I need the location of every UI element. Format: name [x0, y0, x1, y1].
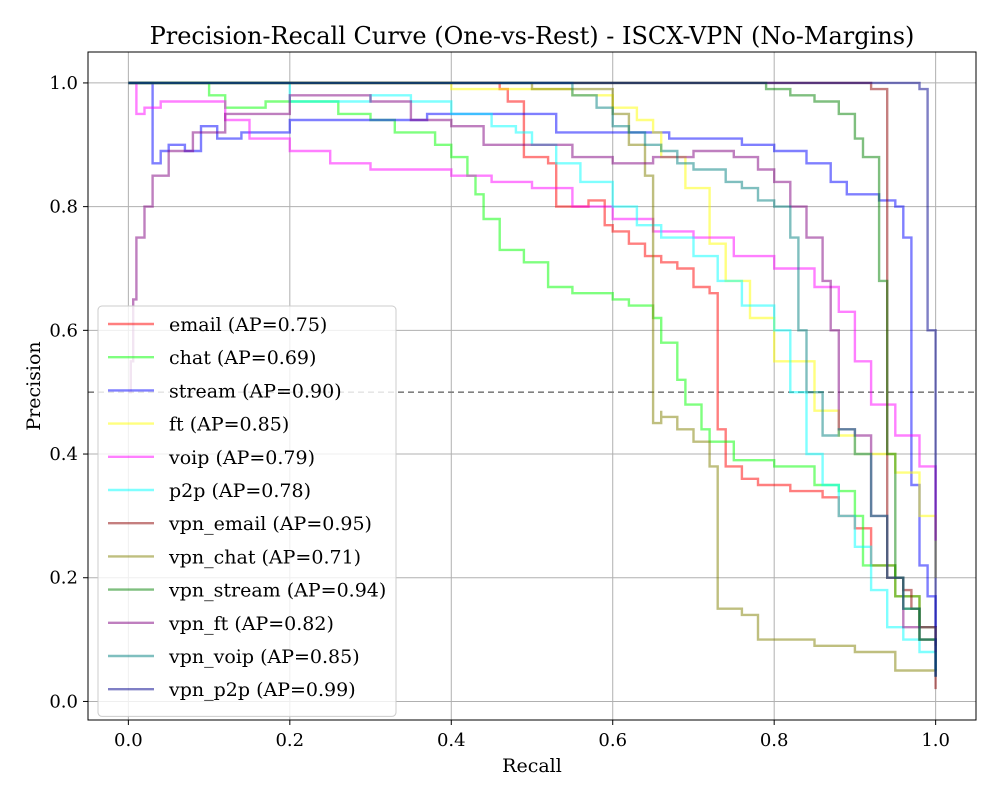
y-tick-label: 0.6 — [49, 320, 78, 341]
legend-label: voip (AP=0.79) — [168, 447, 315, 469]
series-line-9 — [128, 94, 937, 652]
legend: email (AP=0.75) chat (AP=0.69) stream (AP=… — [97, 305, 397, 717]
y-tick-label: 0.4 — [49, 444, 78, 465]
chart-title: Precision-Recall Curve (One-vs-Rest) - I… — [150, 22, 915, 50]
y-tick-label: 0.0 — [49, 691, 78, 712]
legend-label: p2p (AP=0.78) — [169, 480, 311, 502]
legend-label: vpn_stream (AP=0.94) — [168, 580, 386, 602]
series-line-2 — [128, 81, 937, 628]
legend-label: vpn_chat (AP=0.71) — [168, 546, 361, 568]
x-tick-label: 0.8 — [760, 730, 789, 751]
legend-label: vpn_email (AP=0.95) — [168, 513, 372, 535]
x-tick-label: 0.0 — [114, 730, 143, 751]
y-tick-label: 1.0 — [49, 73, 78, 94]
x-tick-label: 1.0 — [921, 730, 950, 751]
x-tick-label: 0.6 — [598, 730, 627, 751]
series-lines — [128, 81, 937, 690]
series-line-10 — [128, 81, 937, 677]
legend-label: vpn_voip (AP=0.85) — [168, 646, 360, 668]
x-axis-label: Recall — [502, 755, 562, 777]
legend-label: stream (AP=0.90) — [169, 380, 342, 402]
legend-box — [97, 305, 397, 717]
legend-label: ft (AP=0.85) — [169, 414, 289, 436]
axis-ticks: 0.0 0.2 0.4 0.6 0.8 1.0 0.0 0.2 0.4 0.6 0.8 1.0 — [49, 73, 950, 751]
series-line-4 — [128, 81, 937, 541]
legend-label: vpn_p2p (AP=0.99) — [168, 679, 356, 701]
y-axis-label: Precision — [23, 341, 45, 430]
x-tick-label: 0.4 — [437, 730, 466, 751]
legend-label: vpn_ft (AP=0.82) — [168, 613, 334, 635]
x-tick-label: 0.2 — [275, 730, 304, 751]
series-line-5 — [128, 81, 937, 671]
series-line-11 — [128, 81, 937, 677]
legend-label: chat (AP=0.69) — [169, 347, 316, 369]
y-tick-label: 0.8 — [49, 197, 78, 218]
series-line-7 — [128, 81, 937, 677]
legend-label: email (AP=0.75) — [169, 314, 327, 336]
plot-frame — [87, 51, 977, 721]
y-tick-label: 0.2 — [49, 568, 78, 589]
